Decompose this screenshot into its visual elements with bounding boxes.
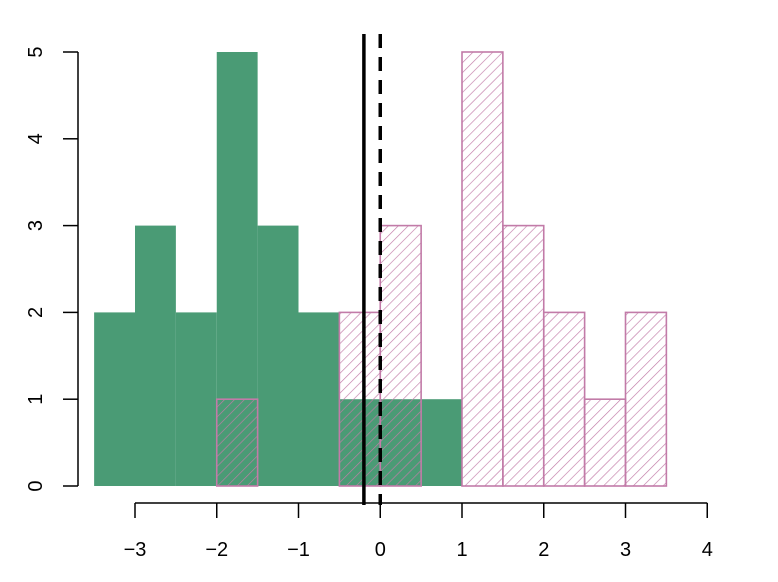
histogram-bar-hatched <box>379 224 422 487</box>
x-tick-label: −1 <box>287 539 310 561</box>
reference-lines <box>362 34 382 505</box>
x-tick-label: −3 <box>124 539 147 561</box>
y-tick-label: 5 <box>25 46 47 57</box>
histogram-bar-hatched <box>624 311 668 487</box>
series-hatched-bars <box>215 51 668 487</box>
histogram-bar-solid <box>94 312 135 486</box>
histogram-bar-solid <box>298 312 340 486</box>
histogram-bar-hatched <box>583 398 627 487</box>
x-tick-label: 0 <box>375 539 386 561</box>
y-tick-label: 4 <box>25 133 47 144</box>
x-axis: −3 −2 −1 0 1 2 3 4 <box>124 502 713 561</box>
y-tick-label: 2 <box>25 307 47 318</box>
y-tick-label: 0 <box>25 480 47 491</box>
y-axis: 0 1 2 3 4 5 <box>25 46 79 492</box>
x-tick-label: 1 <box>456 539 467 561</box>
histogram-bar-solid <box>175 312 217 486</box>
x-tick-label: −2 <box>205 539 228 561</box>
y-tick-label: 1 <box>25 394 47 405</box>
histogram-bar-solid <box>257 225 299 486</box>
x-tick-label: 2 <box>538 539 549 561</box>
histogram-bar-solid <box>135 225 176 486</box>
histogram-bar-hatched <box>461 51 504 487</box>
histogram-bar-solid <box>421 399 462 486</box>
histogram-bar-hatched <box>338 311 382 487</box>
histogram-bar-hatched <box>215 398 259 487</box>
x-tick-label: 3 <box>620 539 631 561</box>
histogram-bar-hatched <box>502 224 545 487</box>
histogram-bar-hatched <box>542 311 586 487</box>
y-tick-label: 3 <box>25 220 47 231</box>
x-tick-label: 4 <box>702 539 713 561</box>
